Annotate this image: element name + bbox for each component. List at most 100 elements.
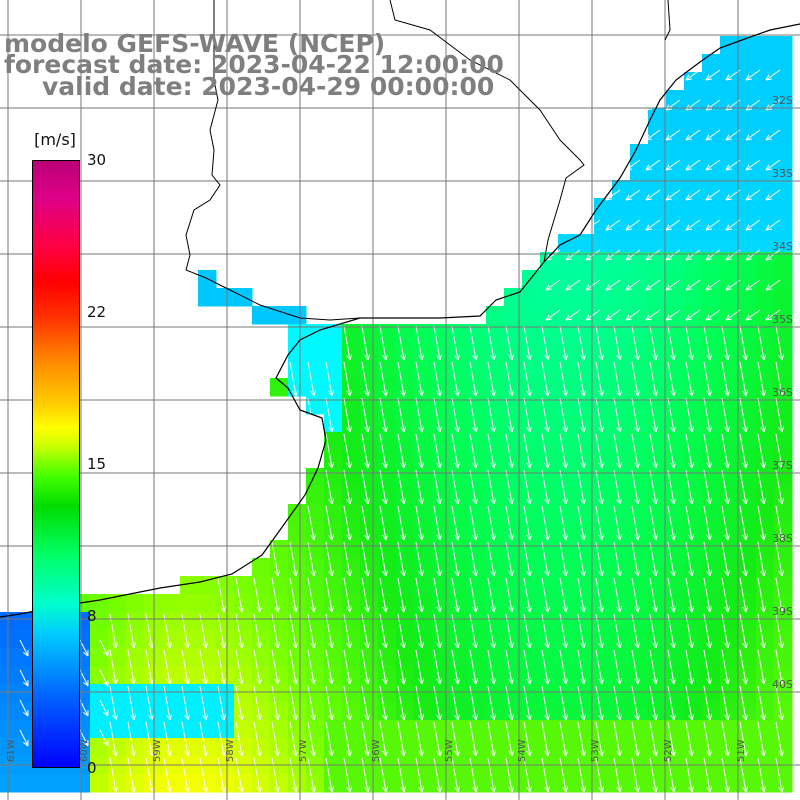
wind-speed-cell (342, 702, 361, 721)
wind-speed-cell (468, 324, 487, 343)
wind-arrow (665, 219, 681, 231)
wind-speed-cell (396, 396, 415, 415)
wind-speed-cell (684, 630, 703, 649)
wind-speed-cell (684, 576, 703, 595)
wind-speed-cell (666, 342, 685, 361)
wind-arrow (775, 721, 785, 757)
wind-arrow (397, 469, 407, 505)
wind-speed-cell (414, 630, 433, 649)
wind-speed-cell (756, 486, 775, 505)
wind-arrow (645, 219, 661, 231)
wind-arrow (739, 613, 749, 649)
wind-arrow (325, 433, 335, 469)
wind-speed-cell (702, 504, 721, 523)
wind-speed-cell (774, 630, 793, 649)
wind-speed-cell (162, 684, 181, 703)
wind-speed-cell (324, 378, 343, 397)
wind-arrow (577, 721, 587, 757)
wind-speed-cell (414, 324, 433, 343)
wind-speed-cell (594, 378, 613, 397)
wind-speed-cell (774, 774, 793, 793)
wind-speed-cell (306, 576, 325, 595)
wind-speed-cell (0, 630, 19, 649)
wind-speed-cell (180, 702, 199, 721)
wind-speed-cell (288, 648, 307, 667)
wind-speed-cell (738, 396, 757, 415)
wind-speed-cell (0, 720, 19, 739)
wind-speed-cell (612, 414, 631, 433)
title-model: modelo GEFS-WAVE (NCEP) (4, 29, 386, 58)
wind-arrow (199, 613, 209, 649)
wind-arrow (765, 69, 781, 81)
wind-speed-cell (684, 558, 703, 577)
wind-arrow (595, 721, 605, 757)
wind-speed-cell (720, 504, 739, 523)
wind-arrow (523, 361, 533, 397)
wind-speed-cell (108, 720, 127, 739)
wind-speed-cell (738, 54, 757, 73)
wind-speed-cell (450, 630, 469, 649)
wind-speed-cell (702, 126, 721, 145)
wind-speed-cell (90, 612, 109, 631)
wind-speed-cell (270, 594, 289, 613)
wind-speed-cell (738, 486, 757, 505)
wind-speed-cell (360, 558, 379, 577)
wind-speed-cell (450, 396, 469, 415)
wind-speed-cell (504, 594, 523, 613)
wind-arrow (649, 649, 659, 685)
wind-speed-cell (540, 432, 559, 451)
wind-arrow (775, 757, 785, 793)
wind-speed-cell (702, 180, 721, 199)
wind-speed-cell (342, 378, 361, 397)
wind-speed-cell (342, 648, 361, 667)
wind-arrow (487, 613, 497, 649)
wind-speed-cell (414, 648, 433, 667)
wind-speed-cell (288, 504, 307, 523)
wind-speed-cell (576, 576, 595, 595)
wind-speed-cell (630, 702, 649, 721)
wind-speed-cell (774, 486, 793, 505)
wind-arrow (745, 159, 761, 171)
wind-speed-cell (486, 774, 505, 793)
wind-speed-cell (396, 522, 415, 541)
wind-speed-cell (684, 594, 703, 613)
wind-speed-cell (252, 576, 271, 595)
wind-speed-cell (594, 198, 613, 217)
wind-speed-cell (648, 666, 667, 685)
wind-speed-cell (612, 504, 631, 523)
wind-arrow (523, 505, 533, 541)
wind-arrow (595, 397, 605, 433)
wind-speed-cell (630, 216, 649, 235)
wind-speed-cell (504, 774, 523, 793)
wind-speed-cell (378, 342, 397, 361)
wind-speed-cell (684, 450, 703, 469)
wind-arrow (631, 649, 641, 685)
wind-speed-cell (324, 684, 343, 703)
wind-speed-cell (612, 432, 631, 451)
wind-arrow (765, 129, 781, 141)
wind-speed-cell (414, 450, 433, 469)
wind-arrow (235, 757, 245, 793)
longitude-label: 56W (371, 739, 382, 762)
wind-speed-cell (198, 270, 217, 289)
wind-arrow (685, 757, 695, 793)
wind-arrow (739, 469, 749, 505)
wind-speed-cell (396, 486, 415, 505)
colorbar-tick-8: 8 (87, 607, 97, 625)
wind-speed-cell (306, 648, 325, 667)
wind-speed-cell (306, 378, 325, 397)
wind-speed-cell (702, 576, 721, 595)
wind-arrow (585, 219, 601, 231)
wind-speed-cell (378, 684, 397, 703)
wind-arrow (361, 721, 371, 757)
wind-arrow (109, 613, 119, 649)
wind-speed-cell (432, 378, 451, 397)
wind-speed-cell (396, 504, 415, 523)
wind-arrow (685, 397, 695, 433)
wind-speed-cell (738, 324, 757, 343)
wind-speed-cell (558, 630, 577, 649)
wind-speed-cell (720, 216, 739, 235)
wind-speed-cell (360, 522, 379, 541)
wind-speed-cell (738, 648, 757, 667)
wind-arrow (397, 325, 407, 361)
